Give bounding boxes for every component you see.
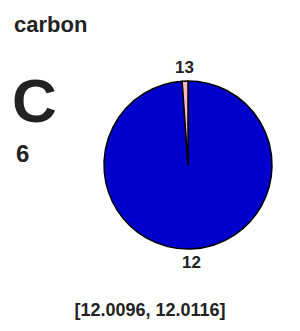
title: carbon xyxy=(14,12,87,37)
chart-container: carbon C 6 [12.0096, 12.0116] 12 13 xyxy=(0,0,300,331)
pie xyxy=(104,81,272,249)
chart: carbon C 6 [12.0096, 12.0116] 12 13 xyxy=(0,0,300,331)
atomic-number: 6 xyxy=(16,140,29,167)
pie-slice xyxy=(182,81,188,165)
slice-label: 12 xyxy=(182,253,201,272)
standard-weight: [12.0096, 12.0116] xyxy=(74,300,225,320)
pie-slice xyxy=(104,81,272,249)
element-symbol: C xyxy=(12,66,57,135)
slice-label: 13 xyxy=(175,58,194,77)
